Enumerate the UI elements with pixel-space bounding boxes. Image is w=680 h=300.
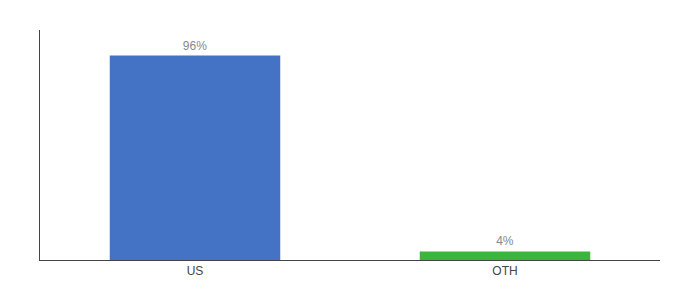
svg-text:OTH: OTH xyxy=(492,264,517,278)
svg-text:96%: 96% xyxy=(183,39,207,53)
svg-text:4%: 4% xyxy=(496,234,514,248)
svg-text:US: US xyxy=(187,264,204,278)
